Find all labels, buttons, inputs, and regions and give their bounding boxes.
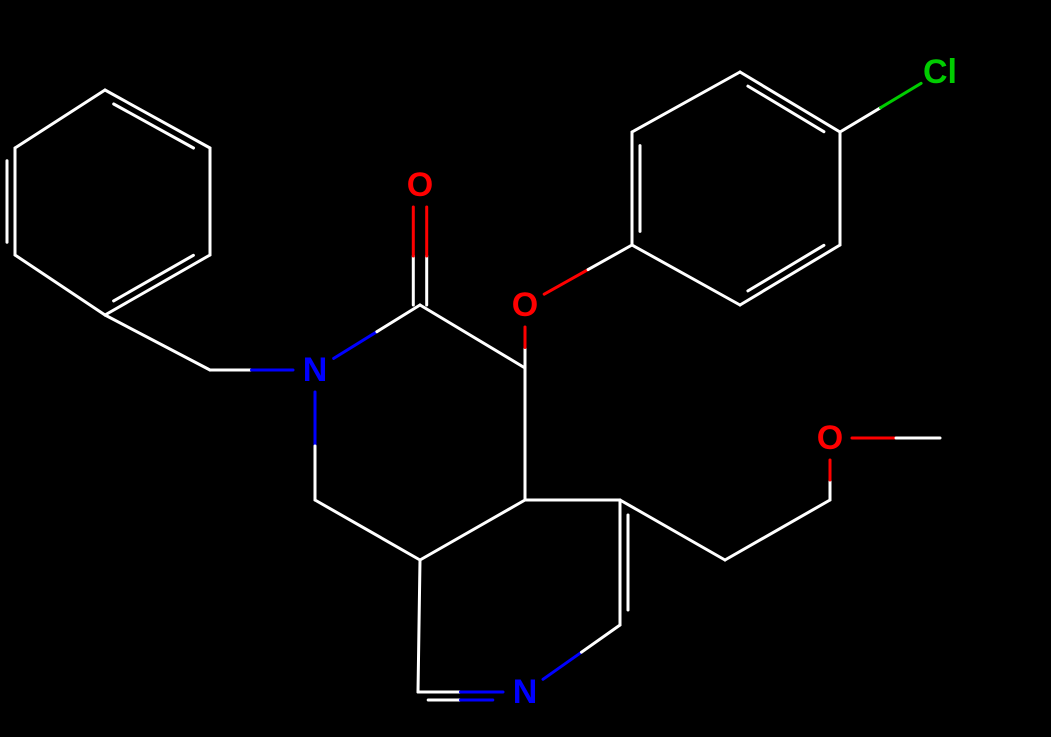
- bond: [632, 72, 740, 132]
- bond: [632, 245, 740, 305]
- bond: [334, 332, 377, 359]
- oxygen-label: O: [817, 419, 843, 457]
- bond: [105, 255, 210, 315]
- bond: [114, 255, 194, 301]
- bond: [544, 270, 588, 295]
- bond: [420, 500, 525, 560]
- nitrogen-label: N: [303, 351, 328, 389]
- bond: [582, 625, 621, 652]
- bond: [881, 83, 922, 107]
- bond: [420, 305, 525, 368]
- bond: [748, 245, 824, 291]
- bond: [377, 305, 420, 332]
- chlorine-label: Cl: [923, 53, 957, 91]
- bond: [15, 90, 105, 148]
- bond: [105, 90, 210, 148]
- bond: [840, 108, 881, 132]
- nitrogen-label: N: [513, 673, 538, 711]
- bond: [748, 86, 824, 132]
- bond: [315, 500, 420, 560]
- bond: [105, 315, 210, 370]
- bond: [740, 245, 840, 305]
- bond: [620, 500, 725, 560]
- bond: [543, 652, 582, 679]
- oxygen-label: O: [512, 286, 538, 324]
- molecule-diagram: N O O N O Cl: [0, 0, 1051, 737]
- bond: [114, 104, 194, 148]
- bond: [588, 245, 632, 270]
- bond: [725, 500, 830, 560]
- bond: [740, 72, 840, 132]
- oxygen-label: O: [407, 166, 433, 204]
- bond: [15, 255, 105, 315]
- bond: [418, 560, 420, 692]
